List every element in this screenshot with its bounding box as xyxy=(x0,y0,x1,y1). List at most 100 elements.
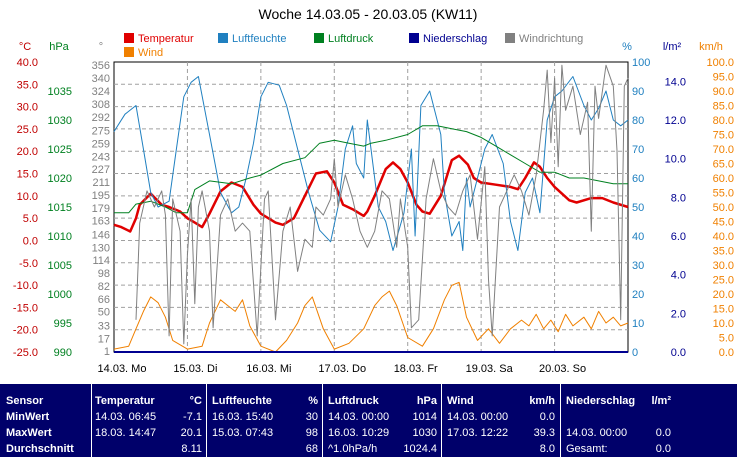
min-hum-value: 30 xyxy=(305,411,318,423)
tick-label-rain: 6.0 xyxy=(671,231,686,243)
tick-label-wind: 70.0 xyxy=(713,144,734,156)
header-sensor: Sensor xyxy=(6,395,44,407)
tick-label-direction: 179 xyxy=(92,203,110,215)
tick-label-temp: -20.0 xyxy=(13,325,38,337)
tick-label-humidity: 90 xyxy=(632,86,644,98)
tick-label-temp: -25.0 xyxy=(13,347,38,359)
max-rain-value: 0.0 xyxy=(655,427,671,439)
total-rain-value: 0.0 xyxy=(655,443,671,455)
tick-label-humidity: 70 xyxy=(632,144,644,156)
tick-label-humidity: 30 xyxy=(632,260,644,272)
tick-label-wind: 10.0 xyxy=(713,318,734,330)
tick-label-wind: 60.0 xyxy=(713,173,734,185)
tick-label-pressure: 1035 xyxy=(48,86,72,98)
tick-label-wind: 30.0 xyxy=(713,260,734,272)
tick-label-direction: 33 xyxy=(98,320,110,332)
stats-table: Sensor Temperatur °C Luftfeuchte % Luftd… xyxy=(0,384,737,457)
row-max-label: MaxWert xyxy=(6,427,52,439)
legend-swatch xyxy=(314,33,324,43)
tick-label-humidity: 0 xyxy=(632,347,638,359)
min-temp-time: 14.03. 06:45 xyxy=(95,411,157,423)
axis-unit-rain: l/m² xyxy=(663,41,682,53)
x-tick-label: 14.03. Mo xyxy=(98,363,147,375)
tick-label-temp: 35.0 xyxy=(17,79,38,91)
tick-label-wind: 0.0 xyxy=(719,347,734,359)
min-wind-value: 0.0 xyxy=(539,411,555,423)
tick-label-rain: 4.0 xyxy=(671,270,686,282)
tick-label-humidity: 10 xyxy=(632,318,644,330)
row-avg-label: Durchschnitt xyxy=(6,443,74,455)
tick-label-pressure: 1005 xyxy=(48,260,72,272)
tick-label-humidity: 100 xyxy=(632,57,650,69)
tick-label-wind: 100.0 xyxy=(706,57,734,69)
axis-unit-temp: °C xyxy=(19,41,31,53)
header-humidity-unit: % xyxy=(308,395,318,407)
max-press-value: 1030 xyxy=(412,427,437,439)
tick-label-wind: 55.0 xyxy=(713,188,734,200)
tick-label-direction: 292 xyxy=(92,112,110,124)
max-press-time: 16.03. 10:29 xyxy=(328,427,390,439)
tick-label-temp: 10.0 xyxy=(17,191,38,203)
tick-label-wind: 5.0 xyxy=(719,333,734,345)
tick-label-direction: 114 xyxy=(92,255,110,267)
tick-label-temp: 30.0 xyxy=(17,102,38,114)
tick-label-direction: 356 xyxy=(92,60,110,72)
avg-temp-value: 8.11 xyxy=(181,443,202,455)
header-humidity: Luftfeuchte xyxy=(212,395,272,407)
tick-label-temp: 25.0 xyxy=(17,124,38,136)
tick-label-direction: 50 xyxy=(98,307,110,319)
tick-label-humidity: 50 xyxy=(632,202,644,214)
tick-label-temp: 20.0 xyxy=(17,146,38,158)
tick-label-wind: 65.0 xyxy=(713,159,734,171)
axis-unit-pressure: hPa xyxy=(49,41,69,53)
tick-label-pressure: 1000 xyxy=(48,289,72,301)
tick-label-rain: 12.0 xyxy=(665,115,686,127)
x-tick-label: 15.03. Di xyxy=(173,363,217,375)
tick-label-wind: 85.0 xyxy=(713,101,734,113)
tick-label-wind: 95.0 xyxy=(713,72,734,84)
legend-swatch xyxy=(505,33,515,43)
legend-label: Luftdruck xyxy=(328,33,374,45)
legend-label: Wind xyxy=(138,47,163,59)
min-wind-time: 14.03. 00:00 xyxy=(447,411,509,423)
row-min-label: MinWert xyxy=(6,411,50,423)
x-tick-label: 17.03. Do xyxy=(318,363,366,375)
series-line-luftdruck xyxy=(114,125,628,214)
total-rain-label: Gesamt: xyxy=(566,443,608,455)
tick-label-humidity: 60 xyxy=(632,173,644,185)
tick-label-direction: 324 xyxy=(92,86,110,98)
min-hum-time: 16.03. 15:40 xyxy=(212,411,274,423)
max-temp-value: 20.1 xyxy=(180,427,202,439)
x-tick-label: 18.03. Fr xyxy=(394,363,438,375)
tick-label-direction: 275 xyxy=(92,125,110,137)
tick-label-pressure: 1030 xyxy=(48,115,72,127)
avg-wind-value: 8.0 xyxy=(539,443,555,455)
legend-label: Windrichtung xyxy=(519,33,583,45)
axis-unit-direction: ° xyxy=(99,41,103,53)
tick-label-wind: 45.0 xyxy=(713,217,734,229)
tick-label-direction: 211 xyxy=(92,177,110,189)
series-line-luftfeuchte xyxy=(113,76,629,251)
tick-label-rain: 0.0 xyxy=(671,347,686,359)
tick-label-pressure: 1025 xyxy=(48,144,72,156)
tick-label-direction: 308 xyxy=(92,99,110,111)
tick-label-temp: 0.0 xyxy=(23,235,38,247)
legend-swatch xyxy=(218,33,228,43)
tick-label-pressure: 1015 xyxy=(48,202,72,214)
axis-unit-humidity: % xyxy=(622,41,632,53)
header-rain: Niederschlag xyxy=(566,395,636,407)
tick-label-direction: 1 xyxy=(104,346,110,358)
header-wind: Wind xyxy=(447,395,474,407)
x-tick-label: 19.03. Sa xyxy=(466,363,514,375)
tick-label-direction: 163 xyxy=(92,216,110,228)
header-pressure: Luftdruck xyxy=(328,395,379,407)
tick-label-direction: 98 xyxy=(98,268,110,280)
max-hum-time: 15.03. 07:43 xyxy=(212,427,274,439)
header-temp-unit: °C xyxy=(189,395,202,407)
header-wind-unit: km/h xyxy=(529,395,555,407)
legend-swatch xyxy=(124,33,134,43)
tick-label-temp: -5.0 xyxy=(19,258,38,270)
tick-label-humidity: 40 xyxy=(632,231,644,243)
plot-area xyxy=(113,61,629,353)
tick-label-wind: 40.0 xyxy=(713,231,734,243)
